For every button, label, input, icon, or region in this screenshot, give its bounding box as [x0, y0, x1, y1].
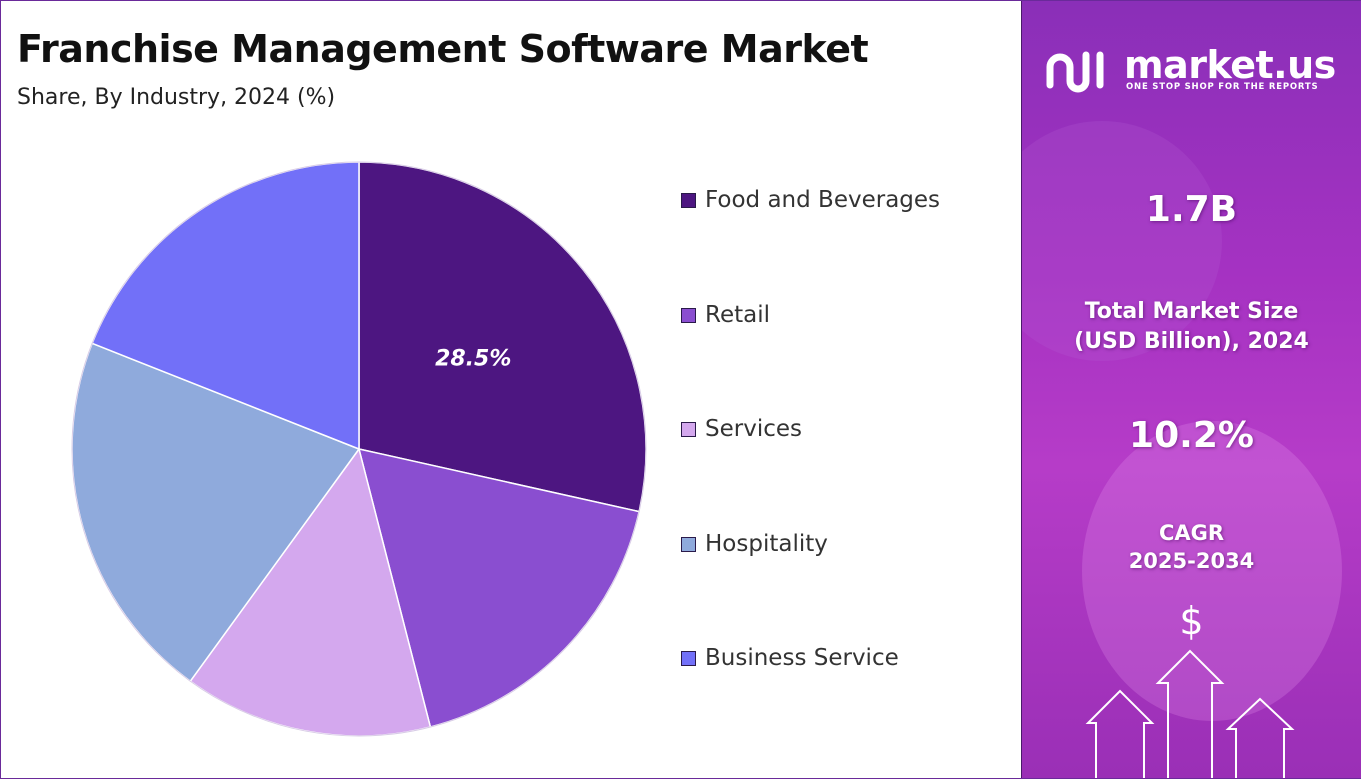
chart-subtitle: Share, By Industry, 2024 (%) — [17, 85, 336, 110]
chart-panel: Franchise Management Software Market Sha… — [1, 1, 1020, 778]
legend-swatch-hospitality — [681, 536, 696, 552]
legend-label: Business Service — [705, 645, 899, 671]
legend-item-food-and-beverages: Food and Beverages — [681, 187, 940, 213]
legend-label: Hospitality — [705, 531, 828, 557]
background-glow — [1082, 421, 1342, 721]
market-size-label-2: (USD Billion), 2024 — [1074, 329, 1309, 354]
arrow-up-icon — [1085, 649, 1295, 778]
market-size-label-1: Total Market Size — [1084, 299, 1299, 324]
pie-chart: 28.5% — [71, 161, 647, 737]
brand-tagline: ONE STOP SHOP FOR THE REPORTS — [1126, 82, 1319, 92]
summary-panel: market.us ONE STOP SHOP FOR THE REPORTS … — [1021, 1, 1361, 778]
data-label: 28.5% — [435, 346, 511, 371]
legend-item-hospitality: Hospitality — [681, 531, 828, 557]
brand-name: market.us — [1124, 43, 1336, 87]
legend-label: Services — [705, 416, 802, 442]
cagr-label-1: CAGR — [1158, 521, 1225, 545]
dollar-icon: $ — [1179, 599, 1204, 643]
legend-swatch-services — [681, 421, 696, 437]
legend-item-services: Services — [681, 416, 802, 442]
legend-item-business-service: Business Service — [681, 645, 899, 671]
cagr-label-2: 2025-2034 — [1128, 549, 1255, 573]
legend-label: Food and Beverages — [705, 187, 941, 213]
logo-icon — [1046, 51, 1104, 93]
legend-swatch-business-service — [681, 650, 696, 666]
legend-label: Retail — [705, 302, 770, 328]
legend-item-retail: Retail — [681, 302, 770, 328]
chart-title: Franchise Management Software Market — [17, 27, 869, 71]
market-size-value: 1.7B — [1145, 189, 1238, 230]
brand-logo — [1044, 41, 1114, 101]
legend-swatch-food-and-beverages — [681, 192, 696, 208]
background-glow — [1022, 121, 1222, 361]
cagr-value: 10.2% — [1129, 415, 1254, 456]
legend-swatch-retail — [681, 307, 696, 323]
pie-outline — [71, 161, 647, 737]
